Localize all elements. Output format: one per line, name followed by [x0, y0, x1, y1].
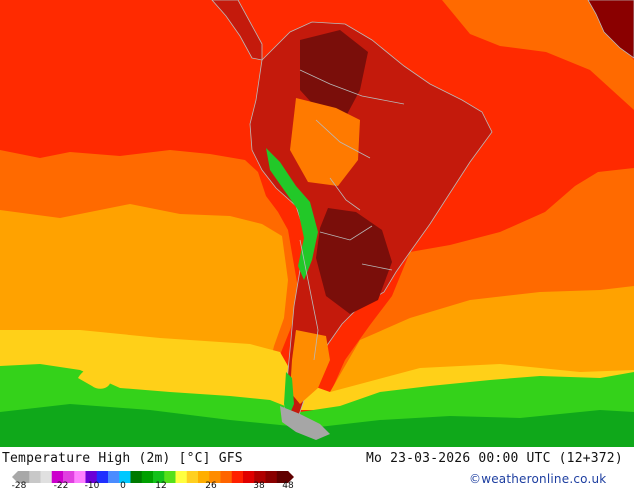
tierra-del-fuego-ice	[280, 406, 330, 440]
patagonia-orange	[290, 330, 330, 404]
legend-swatch	[119, 471, 131, 483]
legend-swatch	[29, 471, 41, 483]
legend-swatch	[153, 471, 165, 483]
legend-low-end-cap	[12, 471, 18, 483]
temperature-color-legend	[12, 471, 294, 483]
legend-swatch	[209, 471, 221, 483]
legend-swatch	[40, 471, 53, 483]
legend-swatch	[51, 471, 64, 483]
legend-swatch	[164, 471, 176, 483]
deep-green-band	[0, 404, 634, 447]
legend-swatch	[198, 471, 210, 483]
africa-corner-landmass	[587, 0, 634, 59]
forecast-datetime: Mo 23-03-2026 00:00 UTC (12+372)	[366, 451, 623, 466]
legend-high-end-cap	[288, 471, 294, 483]
legend-swatch	[243, 471, 255, 483]
map-title: Temperature High (2m) [°C] GFS	[2, 451, 243, 466]
legend-tick-label: -22	[53, 481, 69, 491]
country-borders	[299, 69, 405, 361]
southern-andes-green	[284, 372, 294, 418]
north-atlantic-orange	[442, 0, 634, 110]
legend-swatch	[175, 471, 188, 483]
temperature-map	[0, 0, 634, 447]
legend-tick-label: -28	[11, 481, 27, 491]
legend-swatch	[220, 471, 233, 483]
central-america-landmass	[211, 0, 263, 61]
legend-tick-label: 0	[120, 481, 126, 491]
legend-tick-labels: -28 -22 -10 0 12 26 38 48	[0, 482, 320, 492]
gran-chaco-hot-core	[316, 208, 392, 314]
map-footer: Temperature High (2m) [°C] GFS Mo 23-03-…	[0, 447, 634, 492]
legend-tick-label: 26	[205, 481, 217, 491]
legend-swatch	[130, 471, 143, 483]
legend-swatch	[186, 471, 199, 483]
legend-swatch	[276, 471, 289, 483]
andes-green-strip	[266, 148, 318, 280]
legend-swatch	[96, 471, 109, 483]
legend-swatch	[141, 471, 154, 483]
central-plateau-orange	[290, 98, 360, 186]
legend-swatch	[85, 471, 98, 483]
legend-tick-label: 12	[155, 481, 167, 491]
amazon-hot-core	[300, 30, 368, 120]
yellow-eddy	[78, 366, 111, 389]
legend-swatch	[18, 471, 30, 483]
legend-tick-label: 48	[282, 481, 294, 491]
legend-swatch	[108, 471, 120, 483]
legend-swatch	[63, 471, 75, 483]
legend-tick-label: -10	[84, 481, 100, 491]
legend-swatch	[254, 471, 266, 483]
legend-tick-label: 38	[253, 481, 265, 491]
atlantic-light-orange	[330, 286, 634, 392]
legend-swatch	[231, 471, 244, 483]
legend-swatch	[265, 471, 278, 483]
weatheronline-credit-link[interactable]: ©weatheronline.co.uk	[469, 472, 607, 486]
legend-swatch	[74, 471, 86, 483]
